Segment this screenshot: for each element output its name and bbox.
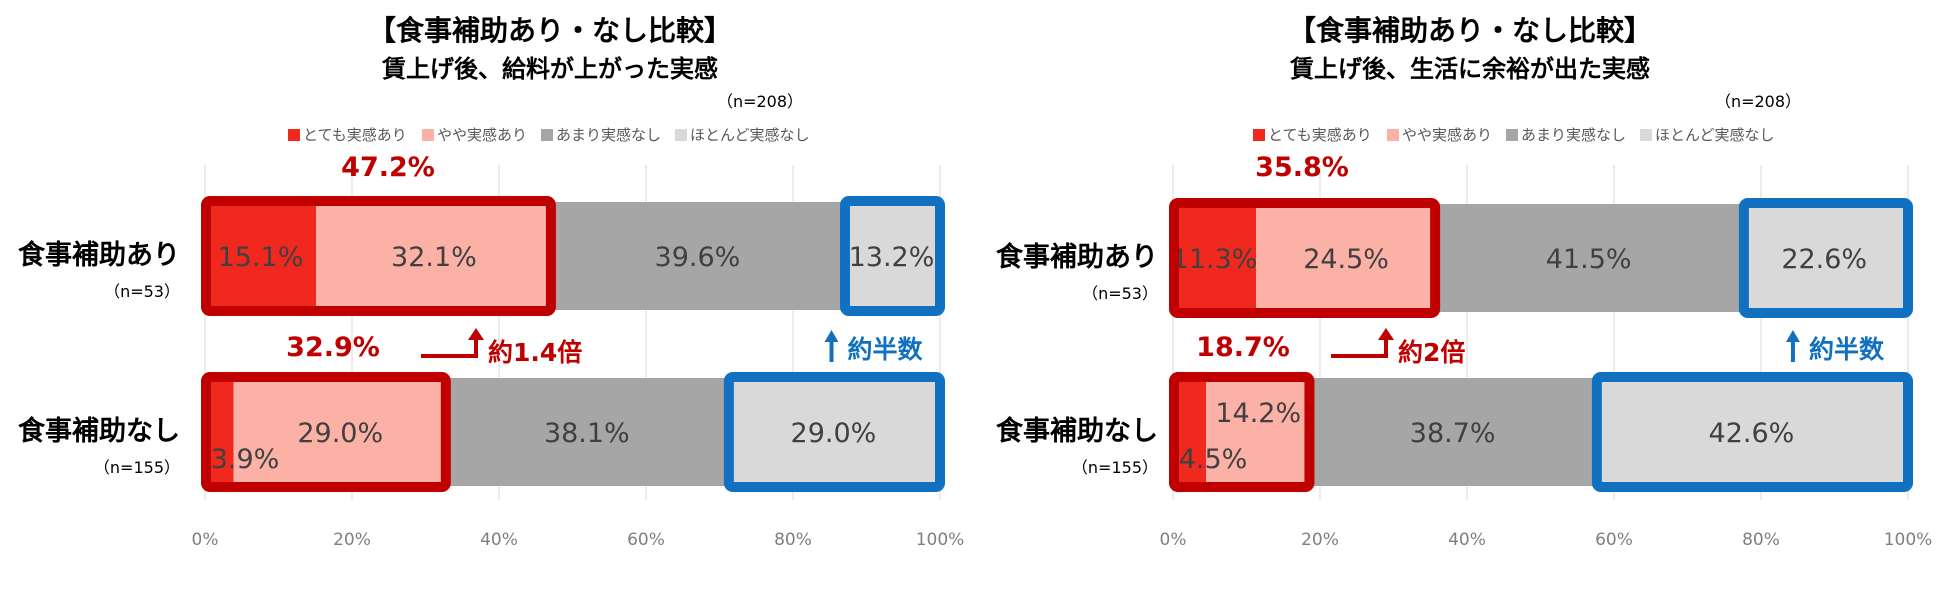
ratio-arrow-head — [1378, 328, 1394, 340]
x-tick-label: 40% — [480, 530, 518, 550]
bar-segment — [446, 378, 727, 486]
ratio-arrow-line — [421, 338, 478, 358]
bar-segment — [1173, 204, 1257, 312]
data-label: 38.1% — [544, 418, 630, 449]
category-n-label: （n=53） — [104, 282, 180, 301]
legend-swatch — [422, 129, 434, 141]
data-label: 32.1% — [391, 242, 477, 273]
positive-highlight-box — [201, 372, 451, 492]
negative-highlight-box — [839, 196, 945, 316]
data-label: 24.5% — [1303, 244, 1389, 275]
x-tick-label: 20% — [333, 530, 371, 550]
positive-total-label: 32.9% — [286, 332, 380, 363]
x-tick-label: 0% — [1160, 530, 1187, 550]
x-tick-label: 100% — [916, 530, 965, 550]
data-label: 22.6% — [1781, 244, 1867, 275]
x-tick-label: 100% — [1884, 530, 1933, 550]
category-n-label: （n=155） — [1072, 458, 1158, 477]
category-label: 食事補助あり — [18, 239, 180, 271]
category-label: 食事補助なし — [996, 415, 1158, 447]
data-label: 29.0% — [297, 418, 383, 449]
x-tick-label: 80% — [774, 530, 812, 550]
total-n-label: （n=208） — [717, 92, 803, 111]
legend-label: あまり実感なし — [556, 126, 661, 144]
chart-panel-lifestyle: 【食事補助あり・なし比較】賃上げ後、生活に余裕が出た実感 （n=208） とても実感… — [975, 0, 1950, 595]
legend-swatch — [675, 129, 687, 141]
x-tick-label: 40% — [1448, 530, 1486, 550]
bar-segment — [233, 378, 447, 486]
bar-segment — [1310, 378, 1595, 486]
data-label: 13.2% — [849, 242, 935, 273]
legend-label: ほとんど実感なし — [1655, 126, 1775, 144]
data-label: 29.0% — [791, 418, 877, 449]
legend-swatch — [288, 129, 300, 141]
ratio-arrow-line — [1331, 338, 1388, 358]
data-label: 41.5% — [1546, 244, 1632, 275]
bar-segment — [1206, 378, 1311, 486]
x-tick-label: 60% — [1595, 530, 1633, 550]
bar-segment — [1594, 378, 1908, 486]
half-annotation: 約半数 — [847, 335, 923, 364]
chart-title: 【食事補助あり・なし比較】 — [368, 14, 732, 47]
bar-segment — [842, 202, 940, 310]
x-tick-label: 0% — [192, 530, 219, 550]
positive-highlight-box — [201, 196, 556, 316]
bar-segment — [726, 378, 940, 486]
bar-segment — [315, 202, 552, 310]
data-label: 38.7% — [1410, 418, 1496, 449]
category-n-label: （n=53） — [1082, 284, 1158, 303]
total-n-label: （n=208） — [1715, 92, 1801, 111]
data-label: 42.6% — [1709, 418, 1795, 449]
legend-swatch — [541, 129, 553, 141]
category-n-label: （n=155） — [94, 458, 180, 477]
bar-segment — [205, 202, 316, 310]
ratio-annotation: 約1.4倍 — [488, 338, 582, 367]
chart-subtitle: 賃上げ後、生活に余裕が出た実感 — [1289, 55, 1650, 83]
ratio-arrow-head — [468, 328, 484, 340]
x-tick-label: 60% — [627, 530, 665, 550]
data-label: 4.5% — [1179, 444, 1248, 475]
negative-highlight-box — [1591, 372, 1913, 492]
category-label: 食事補助あり — [996, 241, 1158, 273]
ratio-annotation: 約2倍 — [1398, 338, 1465, 367]
x-tick-label: 20% — [1301, 530, 1339, 550]
legend-label: とても実感あり — [303, 126, 407, 144]
data-label: 39.6% — [655, 242, 741, 273]
data-label: 3.9% — [211, 444, 280, 475]
legend-swatch — [1506, 129, 1518, 141]
positive-total-label: 35.8% — [1255, 152, 1349, 183]
half-annotation: 約半数 — [1809, 335, 1885, 364]
chart-subtitle: 賃上げ後、給料が上がった実感 — [381, 55, 718, 83]
bar-segment — [1741, 204, 1908, 312]
positive-highlight-box — [1169, 198, 1441, 318]
category-label: 食事補助なし — [18, 415, 180, 447]
chart-panel-salary: 【食事補助あり・なし比較】賃上げ後、給料が上がった実感 （n=208） とても実感あ… — [18, 14, 965, 550]
legend-label: ほとんど実感なし — [690, 126, 810, 144]
positive-total-label: 47.2% — [341, 152, 435, 183]
chart-title: 【食事補助あり・なし比較】 — [1288, 14, 1652, 47]
x-tick-label: 80% — [1742, 530, 1780, 550]
negative-highlight-box — [1738, 198, 1914, 318]
bar-segment — [1256, 204, 1437, 312]
legend-label: やや実感あり — [1402, 126, 1492, 144]
legend-label: あまり実感なし — [1521, 126, 1626, 144]
stacked-bar-chart-salary: 【食事補助あり・なし比較】賃上げ後、給料が上がった実感 （n=208） とても実感あ… — [18, 14, 965, 550]
positive-total-label: 18.7% — [1196, 332, 1290, 363]
legend-swatch — [1640, 129, 1652, 141]
positive-highlight-box — [1169, 372, 1315, 492]
bar-segment — [551, 202, 843, 310]
data-label: 15.1% — [218, 242, 304, 273]
legend-label: とても実感あり — [1268, 126, 1372, 144]
legend-label: やや実感あり — [437, 126, 527, 144]
stacked-bar-chart-lifestyle: 【食事補助あり・なし比較】賃上げ後、生活に余裕が出た実感 （n=208） とても実感… — [996, 14, 1933, 550]
negative-highlight-box — [723, 372, 945, 492]
legend-swatch — [1253, 129, 1265, 141]
half-arrow-head — [824, 330, 839, 342]
data-label: 14.2% — [1215, 398, 1301, 429]
data-label: 11.3% — [1172, 244, 1258, 275]
half-arrow-head — [1785, 330, 1800, 342]
bar-segment — [1436, 204, 1742, 312]
legend-swatch — [1387, 129, 1399, 141]
